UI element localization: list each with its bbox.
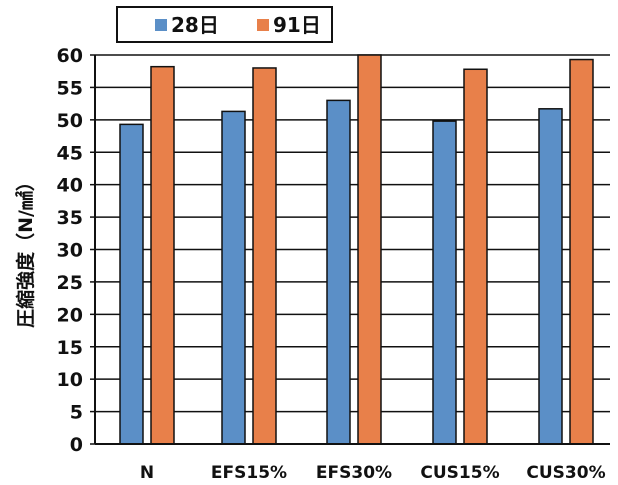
bar-91d: [252, 67, 277, 445]
y-tick-label: 5: [70, 402, 83, 424]
bar-91d: [357, 54, 382, 445]
y-tick-label: 20: [57, 304, 83, 326]
x-category-label: CUS15%: [420, 463, 499, 483]
x-category-labels: N EFS15% EFS30% CUS15% CUS30%: [140, 463, 606, 483]
bar-91d: [569, 58, 594, 445]
y-tick-labels: 0 5 10 15 20 25 30 35 40 45 50 55 60: [57, 45, 83, 456]
y-tick-label: 10: [57, 369, 83, 391]
legend-box: [116, 6, 333, 43]
y-tick-label: 0: [70, 434, 83, 456]
x-category-label: CUS30%: [526, 463, 605, 483]
x-category-label: EFS30%: [316, 463, 392, 483]
x-category-label: EFS15%: [211, 463, 287, 483]
bar-28d: [221, 110, 246, 445]
bar-28d: [326, 99, 351, 445]
bar-28d: [432, 120, 457, 445]
y-tick-label: 15: [57, 337, 83, 359]
y-tick-label: 55: [57, 77, 83, 99]
y-tick-label: 40: [57, 175, 83, 197]
legend-swatch-91d: [257, 19, 269, 31]
bar-28d: [119, 123, 144, 445]
y-tick-label: 35: [57, 207, 83, 229]
legend-label-28d: 28日: [171, 13, 219, 37]
legend: 28日 91日: [116, 6, 333, 43]
y-axis-title: 圧縮強度（N/㎟）: [14, 172, 37, 328]
axes: [94, 55, 610, 445]
bar-28d: [538, 108, 563, 445]
y-tick-label: 45: [57, 142, 83, 164]
y-tick-label: 25: [57, 272, 83, 294]
legend-label-91d: 91日: [273, 13, 321, 37]
y-tick-label: 60: [57, 45, 83, 67]
legend-swatch-28d: [155, 19, 167, 31]
bar-91d: [463, 68, 488, 445]
bar-91d: [150, 65, 175, 445]
gridlines: [90, 54, 610, 445]
bars: [119, 54, 594, 445]
y-tick-label: 30: [57, 240, 83, 262]
x-category-label: N: [140, 463, 154, 483]
y-tick-label: 50: [57, 110, 83, 132]
